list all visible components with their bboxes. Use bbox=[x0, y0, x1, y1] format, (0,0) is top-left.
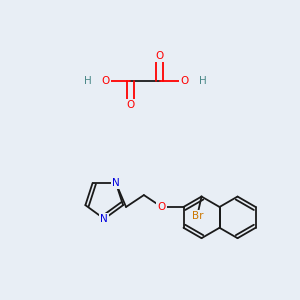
Text: O: O bbox=[158, 202, 166, 212]
Text: H: H bbox=[84, 76, 92, 85]
Text: O: O bbox=[101, 76, 110, 85]
Text: Br: Br bbox=[192, 212, 203, 221]
Text: N: N bbox=[100, 214, 108, 224]
Text: O: O bbox=[181, 76, 189, 85]
Text: O: O bbox=[156, 51, 164, 61]
Text: O: O bbox=[126, 100, 134, 110]
Text: H: H bbox=[199, 76, 206, 85]
Text: N: N bbox=[112, 178, 120, 188]
